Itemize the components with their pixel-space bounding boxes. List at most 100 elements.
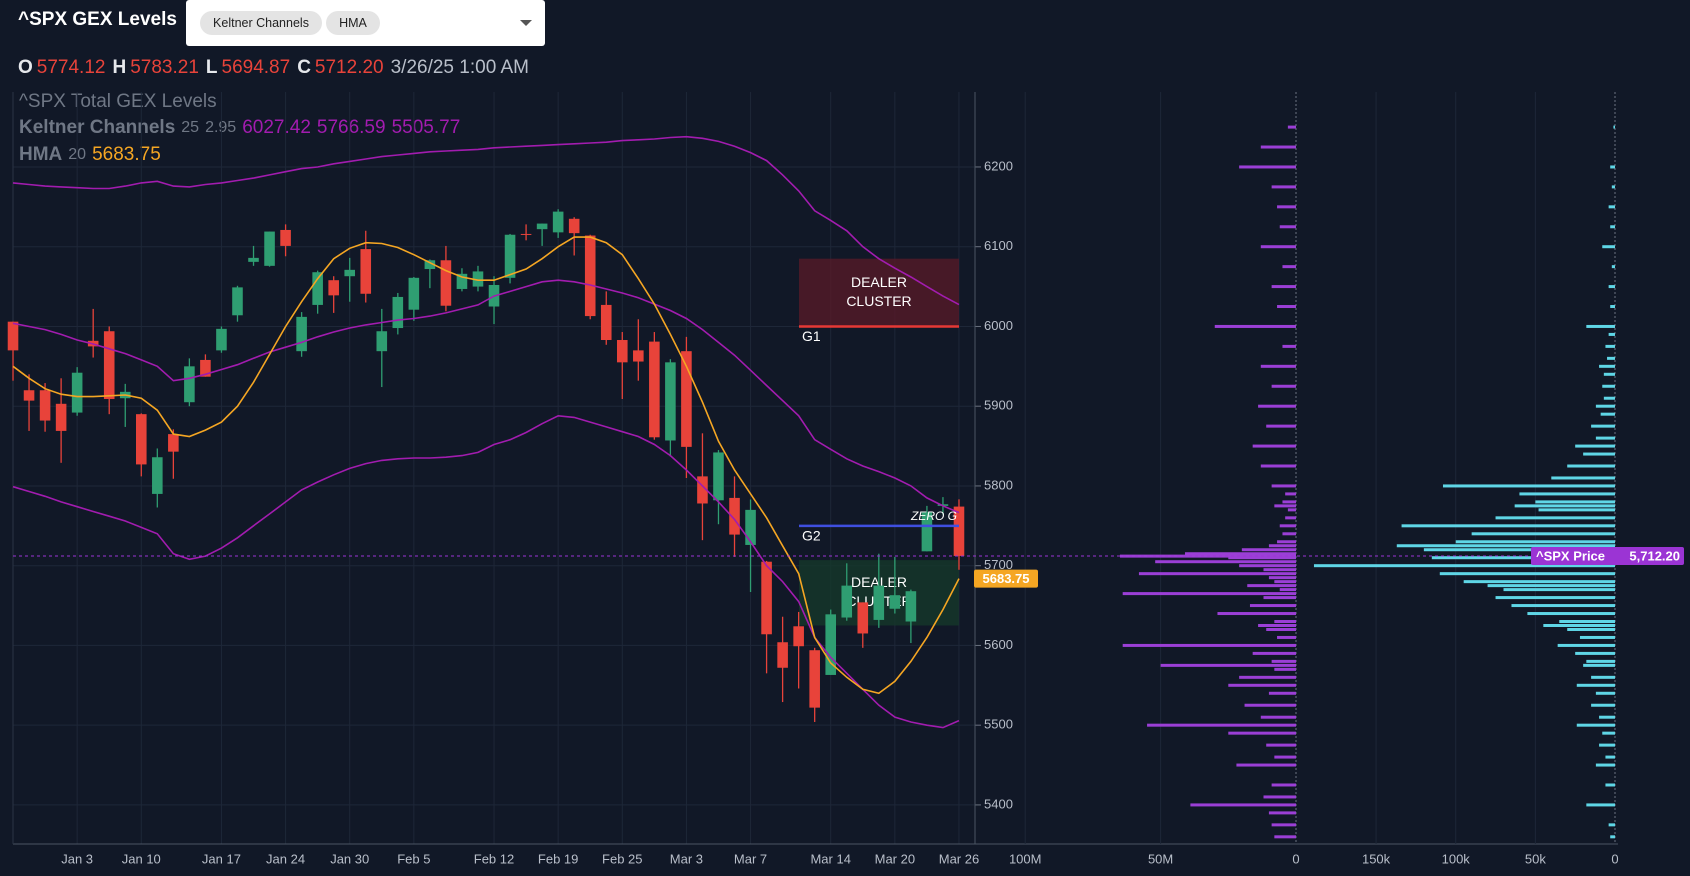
level-label: G1 <box>802 328 821 344</box>
legend-line: ^SPX Total GEX Levels <box>19 91 217 112</box>
gex-bar <box>1527 612 1615 616</box>
candle-body <box>360 249 372 294</box>
gex-bar <box>1610 165 1615 169</box>
gex-bar <box>1610 835 1615 839</box>
candle-body <box>440 260 452 306</box>
gex-bar <box>1228 731 1296 735</box>
gex-bar <box>1260 464 1296 468</box>
gex-bar <box>1608 285 1615 289</box>
chip-label: HMA <box>339 16 367 30</box>
candle-body <box>296 316 307 352</box>
candle-body <box>873 585 885 620</box>
candle-body <box>681 351 692 447</box>
x-tick-label: Jan 30 <box>330 851 369 866</box>
price-badge-label: ^SPX Price <box>1536 548 1605 563</box>
gex-bar <box>1591 675 1615 679</box>
gex-bar <box>1313 564 1615 568</box>
legend-line: HMA 20 5683.75 <box>19 144 161 165</box>
gex-bar <box>1603 372 1615 376</box>
x-tick-label: Jan 3 <box>61 851 93 866</box>
dropdown-caret[interactable] <box>520 20 532 26</box>
x-tick-label: Mar 14 <box>810 851 850 866</box>
candle-body <box>520 233 532 235</box>
candle-body <box>264 231 275 266</box>
indicator-dropdown[interactable]: Keltner Channels HMA <box>186 0 545 46</box>
y-tick-label: 5600 <box>984 637 1013 652</box>
gex-bar <box>1551 476 1615 480</box>
gex-bar <box>1184 552 1296 556</box>
gex-bar <box>1285 516 1296 520</box>
gex-bar <box>1605 783 1615 787</box>
x-tick-label: 50k <box>1525 851 1546 866</box>
legend-title: ^SPX Total GEX Levels <box>19 91 217 112</box>
gex-bar <box>1576 683 1615 687</box>
gex-bar <box>1605 344 1615 348</box>
gex-bar <box>1260 245 1296 249</box>
gex-bar <box>1282 265 1296 269</box>
gex-bar <box>1274 755 1296 759</box>
gex-bar <box>1277 305 1296 309</box>
gex-bar <box>1576 723 1615 727</box>
gex-bar <box>1263 568 1296 572</box>
x-tick-label: Mar 20 <box>875 851 915 866</box>
chip[interactable] <box>326 11 380 35</box>
gex-bar <box>1559 620 1615 624</box>
candle-body <box>600 304 612 341</box>
hma-badge <box>974 569 1038 588</box>
candle-body <box>103 331 115 400</box>
candle-body <box>536 223 548 230</box>
gex-bar <box>1271 185 1296 189</box>
y-tick-label: 6200 <box>984 158 1013 173</box>
gex-bar <box>1487 584 1615 588</box>
chip-label: Keltner Channels <box>213 16 309 30</box>
gex-bar <box>1274 667 1296 671</box>
hma-badge-value: 5683.75 <box>983 571 1030 586</box>
title: ^SPX GEX Levels <box>18 9 177 30</box>
gex-bar <box>1538 508 1615 512</box>
candle-body <box>745 509 756 545</box>
gex-bar <box>1217 612 1296 616</box>
gex-bar <box>1277 540 1296 544</box>
gex-bar <box>1595 404 1615 408</box>
gex-bar <box>1602 245 1615 249</box>
candle-body <box>216 328 227 351</box>
legend-param: 25 <box>181 119 199 136</box>
gex-bar <box>1279 225 1296 229</box>
gex-bar <box>1455 540 1615 544</box>
gex-bar <box>1579 635 1615 639</box>
gex-bar <box>1279 588 1296 592</box>
gex-bar <box>1266 424 1296 428</box>
gex-bar <box>1595 436 1615 440</box>
gex-bar <box>1610 225 1615 229</box>
candle-body <box>633 350 644 362</box>
gex-bar <box>1583 663 1615 667</box>
gex-bar <box>1583 452 1615 456</box>
gex-bar <box>1463 580 1615 584</box>
legend-value: 6027.42 <box>242 117 311 138</box>
gex-bar <box>1607 356 1615 360</box>
gex-bar <box>1228 683 1296 687</box>
chip[interactable] <box>200 11 322 35</box>
gex-bar <box>1611 185 1615 189</box>
gex-bar <box>1519 492 1615 496</box>
candle-body <box>232 287 243 316</box>
gex-bar <box>1268 576 1296 580</box>
gex-bar <box>1557 643 1615 647</box>
candle-body <box>135 414 147 465</box>
gex-bar <box>1247 584 1296 588</box>
gex-bar <box>1282 500 1296 504</box>
gex-bar <box>1271 823 1296 827</box>
gex-bar <box>1535 500 1615 504</box>
ohlc-value: 5712.20 <box>315 57 384 78</box>
x-tick-label: Feb 25 <box>602 851 642 866</box>
gex-bar <box>1239 564 1296 568</box>
x-tick-label: Mar 26 <box>939 851 979 866</box>
gex-bar <box>1602 731 1615 735</box>
candle-body <box>328 280 339 296</box>
gex-bar <box>1511 604 1615 608</box>
gex-bar <box>1599 743 1615 747</box>
gex-bar <box>1122 643 1296 647</box>
gex-bar <box>1439 572 1615 576</box>
candle-body <box>889 595 901 609</box>
